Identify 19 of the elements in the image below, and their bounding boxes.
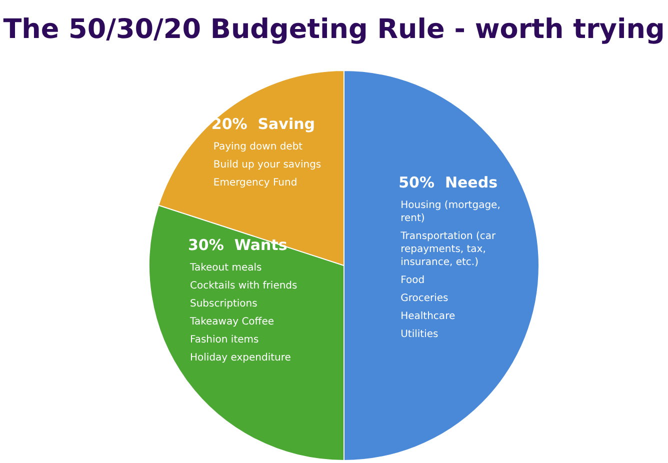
text: Healthcare bbox=[400, 311, 456, 322]
text: Fashion items bbox=[190, 334, 259, 346]
text: Build up your savings bbox=[213, 160, 322, 171]
text: Holiday expenditure bbox=[190, 352, 291, 364]
text: Takeaway Coffee bbox=[190, 316, 274, 328]
text: Utilities bbox=[400, 329, 438, 340]
text: Subscriptions bbox=[190, 298, 258, 310]
text: Transportation (car repayments, tax, insurance, etc.) bbox=[400, 231, 496, 268]
text: Food bbox=[400, 275, 425, 286]
text: Takeout meals bbox=[190, 262, 262, 274]
text: Cocktails with friends bbox=[190, 280, 298, 292]
text: Emergency Fund bbox=[213, 178, 298, 189]
text: Housing (mortgage, rent) bbox=[400, 200, 500, 224]
text: Groceries bbox=[400, 293, 448, 304]
slice-label: 30% Wants bbox=[188, 236, 288, 254]
text: Paying down debt bbox=[213, 142, 303, 153]
slice-label: 20% Saving bbox=[211, 114, 316, 133]
chart-title: The 50/30/20 Budgeting Rule - worth trying bbox=[2, 14, 666, 45]
slice-label: 50% Needs bbox=[398, 173, 498, 192]
